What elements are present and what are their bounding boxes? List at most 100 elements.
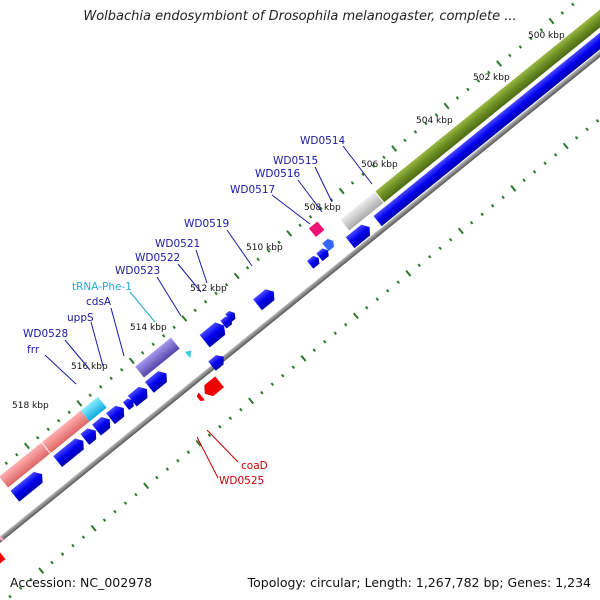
cds-band-forward [373,8,600,227]
backbone-line [0,19,600,577]
tick-mark [571,2,575,7]
tick-mark [298,223,302,228]
tick-mark [553,153,558,157]
leader-line [129,291,156,323]
tick-mark [438,246,442,251]
tick-mark [270,382,275,386]
leader-line [226,229,253,267]
tick-mark [46,427,50,432]
gene-label[interactable]: WD0528 [23,328,68,340]
gene-label[interactable]: uppS [67,312,94,324]
tick-mark [143,482,150,490]
tick-mark [277,240,281,245]
tick-mark [469,220,474,225]
map-title: Wolbachia endosymbiont of Drosophila mel… [83,9,517,24]
leader-lines [44,145,373,479]
tick-mark [50,560,54,565]
rev-arrow[interactable] [0,551,6,566]
gene-label[interactable]: WD0515 [273,155,318,167]
tick-mark [385,288,390,293]
tick-mark [361,172,365,177]
tick-mark [333,331,337,336]
tick-mark [36,435,40,440]
tick-mark [90,524,97,532]
rev-arrow[interactable] [200,376,224,399]
tick-mark [382,155,386,160]
tick-mark [181,315,188,322]
gene-label[interactable]: cdsA [86,296,112,308]
cds-arrow[interactable] [10,469,46,502]
cds-arrow[interactable] [225,309,238,322]
tick-mark [186,450,191,454]
gene-label[interactable]: WD0517 [230,184,275,196]
tick-mark [245,266,250,270]
accession-label: Accession: NC_002978 [10,575,153,590]
tick-mark [434,113,439,117]
rev-arrow[interactable] [195,392,205,402]
cds-arrow[interactable] [106,403,128,425]
kbp-label: 500 kbp [528,31,565,41]
gene-label[interactable]: WD0523 [115,265,160,277]
cds-arrow[interactable] [220,314,234,329]
tick-mark [319,206,323,211]
cds-arrow[interactable] [322,237,336,252]
tick-mark [323,339,327,344]
cds-arrow[interactable] [92,414,114,436]
gene-label[interactable]: WD0516 [255,168,301,180]
tick-mark [23,442,30,450]
tick-mark [224,283,229,287]
cds-arrow[interactable] [316,246,331,262]
tick-mark [338,187,345,195]
tick-mark [81,535,86,539]
leader-line [297,179,323,213]
tick-mark [405,270,412,277]
misc-feature-salmon [41,410,90,453]
gene-label[interactable]: WD0521 [155,238,200,250]
kbp-label: 508 kbp [304,203,341,213]
rev-arrow[interactable] [0,535,6,544]
tick-mark [443,102,450,110]
tick-mark [490,203,495,208]
tick-mark [352,312,359,320]
cds-arrow[interactable] [345,222,374,249]
cds-arrow[interactable] [80,425,100,445]
leader-line [177,263,202,293]
gene-label[interactable]: WD0519 [184,218,229,230]
tick-mark [522,178,526,183]
kbp-label: 504 kbp [416,116,453,126]
gene-label[interactable]: WD0525 [219,475,264,487]
tick-mark [476,79,481,83]
cds-arrow[interactable] [306,254,322,269]
gene-label[interactable]: coaD [241,460,268,472]
tick-mark [427,254,432,259]
cds-arrow[interactable] [208,352,227,371]
cds-arrow[interactable] [253,286,278,311]
trna-arrow[interactable] [185,348,195,359]
tick-mark [123,501,128,505]
cds-arrow[interactable] [53,435,87,467]
tick-mark [165,467,170,471]
kbp-ticks-inner [8,119,600,599]
gene-labels: WD0514 WD0515 WD0516 WD0517 WD0519 WD052… [23,135,346,487]
tick-mark [496,60,503,67]
tick-mark [140,350,145,355]
kbp-label: 514 kbp [130,323,167,333]
gene-label[interactable]: tRNA-Phe-1 [72,281,132,293]
kbp-label: 518 kbp [12,401,49,411]
gene-label[interactable]: WD0522 [135,252,180,264]
gene-label[interactable]: WD0514 [300,135,346,147]
tick-mark [203,300,208,304]
cds-arrow[interactable] [144,368,171,393]
cds-arrow[interactable] [199,319,229,348]
tick-mark [403,138,407,143]
tick-mark [560,11,565,15]
tick-mark [529,36,533,41]
gene-label[interactable]: frr [27,344,40,356]
tick-mark [193,308,197,313]
tick-mark [585,127,589,132]
tick-mark [109,376,113,381]
tick-mark [312,348,316,352]
tick-mark [248,397,254,405]
cds-arrow[interactable] [122,397,136,411]
